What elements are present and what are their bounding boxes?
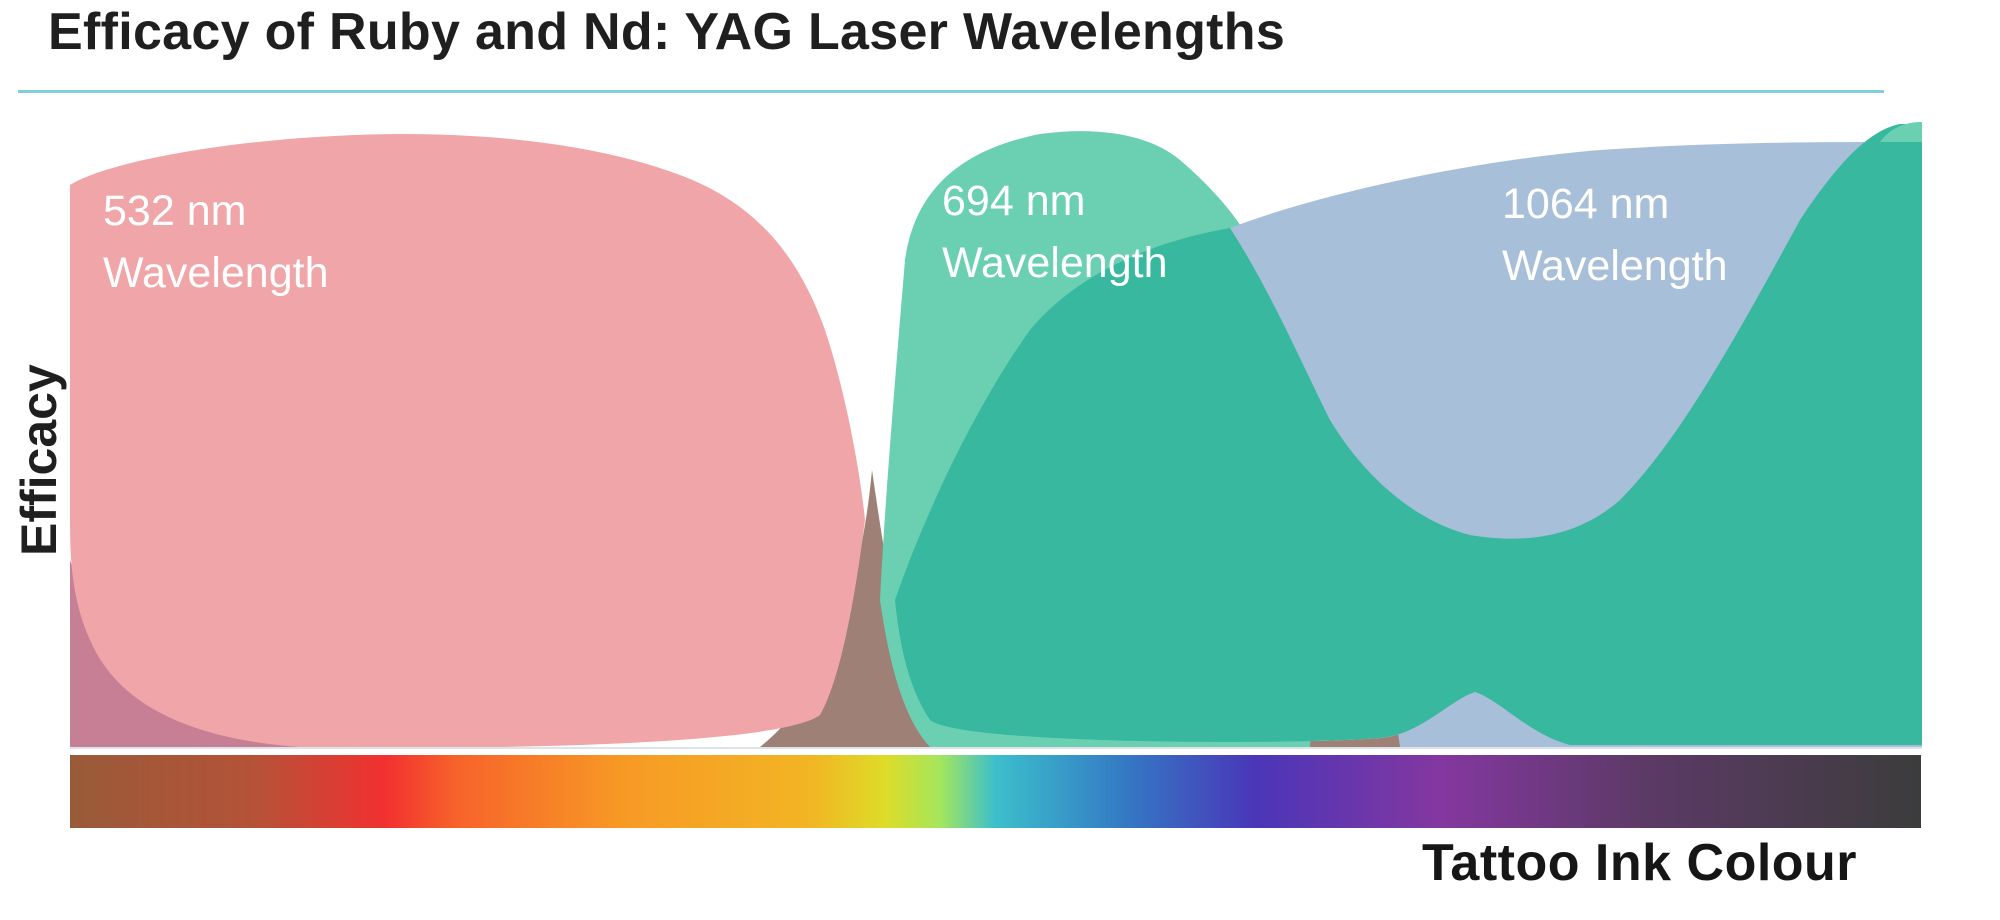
label-1064nm: 1064 nm Wavelength [1502,173,1727,297]
label-694nm-value: 694 nm [942,177,1086,225]
label-1064nm-value: 1064 nm [1502,180,1670,228]
title-divider [18,90,1884,93]
chart-title: Efficacy of Ruby and Nd: YAG Laser Wavel… [48,3,1286,61]
label-1064nm-caption: Wavelength [1502,242,1728,290]
label-694nm: 694 nm Wavelength [942,170,1167,294]
area-532nm [70,134,865,748]
teal-overlap-area [895,124,1922,745]
label-532nm-caption: Wavelength [103,249,329,297]
x-axis-label: Tattoo Ink Colour [1422,834,1858,892]
label-694nm-caption: Wavelength [942,239,1168,287]
label-532nm: 532 nm Wavelength [103,180,328,304]
y-axis-label: Efficacy [11,364,67,556]
area-694nm-cap [1880,122,1922,142]
label-532nm-value: 532 nm [103,187,247,235]
ink-colour-spectrum-bar [70,755,1921,828]
mauve-overlap-area [70,560,300,747]
